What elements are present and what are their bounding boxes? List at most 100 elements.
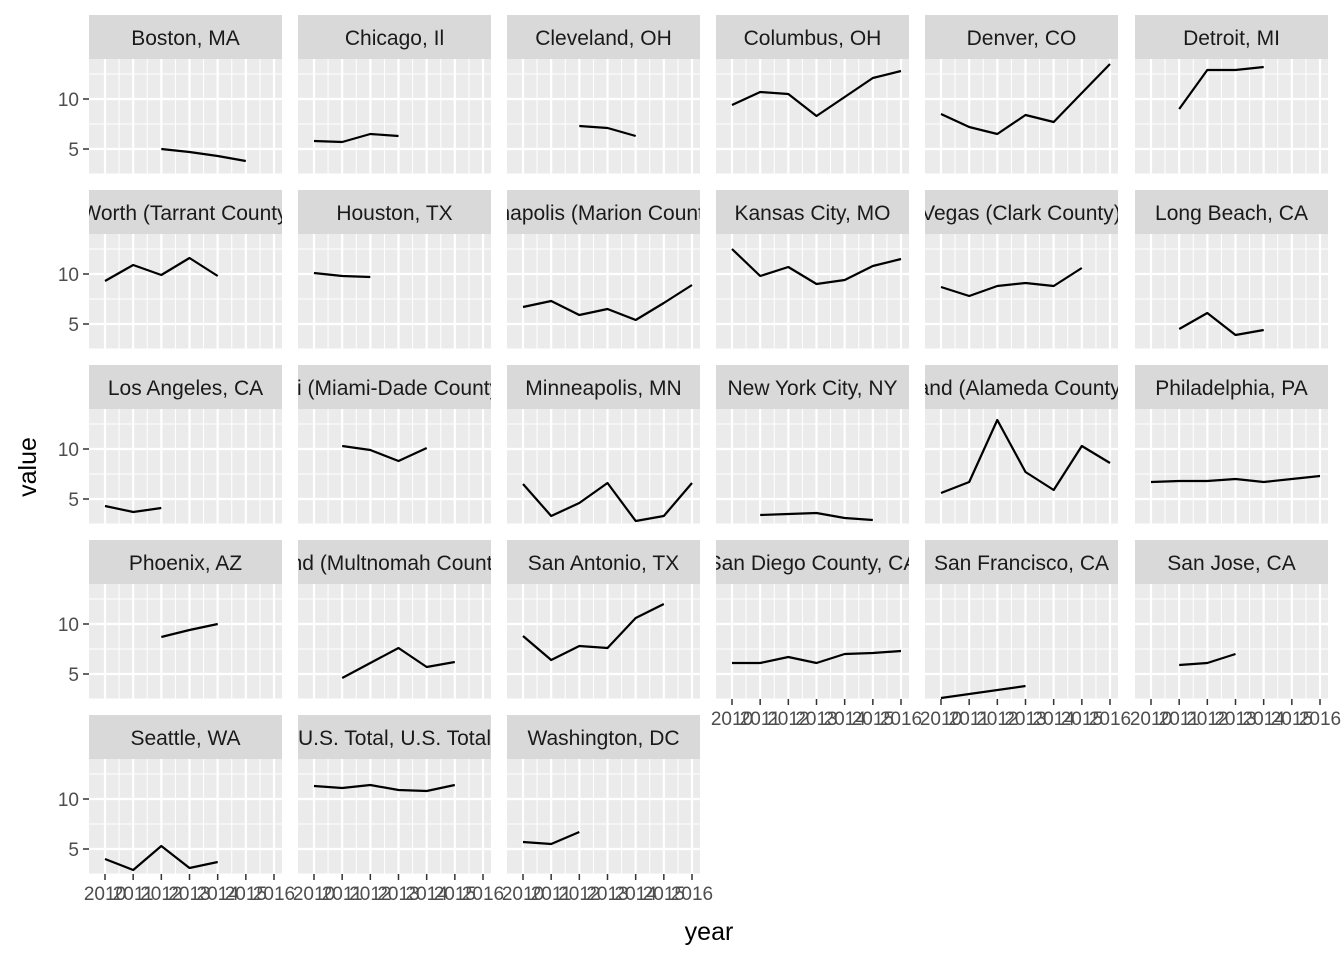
- facet-22: San Diego County, CA: [716, 540, 909, 700]
- series-line: [940, 267, 1083, 298]
- x-tick-label: 2013: [586, 884, 628, 905]
- facet-strip: [507, 715, 700, 759]
- facet-14: Miami (Miami-Dade County), FL: [298, 365, 491, 525]
- facet-panel: [507, 409, 700, 524]
- facet-5: Denver, CO: [925, 15, 1118, 175]
- x-tick-label: 2012: [349, 884, 391, 905]
- x-tick-label: 2016: [671, 884, 713, 905]
- facet-strip: [1135, 15, 1328, 59]
- facet-panel: [298, 584, 491, 699]
- facet-15: Minneapolis, MN: [507, 365, 700, 525]
- y-tick-label: 5: [68, 840, 79, 861]
- facet-1: Boston, MA 5 10: [58, 15, 282, 175]
- x-tick-label: 2016: [880, 709, 922, 730]
- facet-16: New York City, NY: [716, 365, 909, 525]
- facet-strip: [716, 15, 909, 59]
- facet-label: Cleveland, OH: [535, 27, 672, 50]
- facet-label: Las Vegas (Clark County), NV: [881, 202, 1161, 225]
- series-line: [522, 830, 580, 846]
- facet-strip: [298, 715, 491, 759]
- x-tick-label: 2015: [643, 884, 685, 905]
- x-tick-label: 2015: [852, 709, 894, 730]
- x-tick-label: 2012: [1186, 709, 1228, 730]
- facet-label: Columbus, OH: [744, 27, 882, 50]
- facet-label: Washington, DC: [527, 727, 679, 750]
- facet-strip: [507, 15, 700, 59]
- x-tick-label: 2011: [531, 884, 572, 905]
- facet-panel: [1135, 584, 1328, 699]
- facet-panel: [507, 234, 700, 349]
- facet-20: Portland (Multnomah County), OR: [236, 540, 553, 700]
- facet-13: Los Angeles, CA 5 10: [58, 365, 282, 525]
- x-tick-label: 2011: [949, 709, 990, 730]
- x-tick-label: 2011: [1159, 709, 1200, 730]
- series-line: [341, 646, 455, 679]
- facet-label: New York City, NY: [728, 377, 898, 400]
- series-line: [104, 844, 218, 872]
- series-line: [104, 256, 219, 282]
- facet-panel: [507, 59, 700, 174]
- facet-strip: [507, 365, 700, 409]
- facet-label: Denver, CO: [967, 27, 1077, 50]
- x-tick-label: 2012: [767, 709, 809, 730]
- x-tick-label: 2012: [976, 709, 1018, 730]
- facet-label: Philadelphia, PA: [1155, 377, 1308, 400]
- y-tick-label: 10: [58, 790, 79, 811]
- x-tick-label: 2014: [1243, 709, 1286, 730]
- x-tick-label: 2014: [615, 884, 658, 905]
- facet-label: San Francisco, CA: [934, 552, 1109, 575]
- x-tick-label: 2010: [711, 709, 753, 730]
- facet-24: San Jose, CA: [1135, 540, 1328, 700]
- x-tick-label: 2014: [197, 884, 240, 905]
- series-line: [940, 63, 1111, 136]
- series-line: [1178, 311, 1264, 337]
- facet-panel: [89, 234, 282, 349]
- facet-label: Long Beach, CA: [1155, 202, 1308, 225]
- series-line: [731, 248, 902, 286]
- facet-strip: [716, 365, 909, 409]
- series-line: [760, 511, 873, 522]
- facet-strip: [298, 15, 491, 59]
- x-tick-label: 2011: [113, 884, 154, 905]
- facet-21: San Antonio, TX: [507, 540, 700, 700]
- x-tick-label: 2015: [1061, 709, 1103, 730]
- x-tick-label: 2012: [140, 884, 182, 905]
- facet-26: U.S. Total, U.S. Total: [298, 715, 491, 875]
- facet-label: San Jose, CA: [1167, 552, 1295, 575]
- series-line: [1178, 65, 1264, 110]
- facet-17: Oakland (Alameda County), CA: [925, 365, 1118, 525]
- facet-label: Portland (Multnomah County), OR: [236, 552, 553, 575]
- facet-10: Kansas City, MO: [716, 190, 909, 350]
- x-tick-label: 2010: [84, 884, 126, 905]
- facet-strip: [925, 540, 1118, 584]
- x-tick-label: 2011: [740, 709, 781, 730]
- facet-label: Fort Worth (Tarrant County), TX: [38, 202, 332, 225]
- x-tick-label: 2010: [502, 884, 544, 905]
- x-tick-label: 2010: [1130, 709, 1172, 730]
- facet-panel: [89, 759, 282, 874]
- series-line: [161, 147, 246, 163]
- facet-19: Phoenix, AZ 5 10: [58, 540, 282, 700]
- facet-11: Las Vegas (Clark County), NV: [881, 190, 1161, 350]
- facet-panel: [1135, 409, 1328, 524]
- facet-label: Chicago, Il: [345, 27, 444, 50]
- facet-panels: Boston, MA 5 10 Chicago, Il Cleveland, OH Col…: [38, 15, 1328, 875]
- facet-strip: [716, 190, 909, 234]
- series-line: [313, 271, 371, 279]
- facet-27: Washington, DC: [507, 715, 700, 875]
- facet-23: San Francisco, CA: [925, 540, 1118, 700]
- series-line: [342, 444, 428, 463]
- series-line: [579, 124, 637, 138]
- facet-label: Los Angeles, CA: [108, 377, 263, 400]
- facet-panel: [716, 584, 909, 699]
- facet-label: Minneapolis, MN: [525, 377, 681, 400]
- series-line: [732, 649, 902, 665]
- facet-strip: [925, 365, 1118, 409]
- facet-strip: [298, 190, 491, 234]
- y-tick-label: 10: [58, 440, 79, 461]
- y-tick-label: 5: [68, 665, 79, 686]
- facet-panel: [89, 59, 282, 174]
- y-axis-title: value: [14, 437, 42, 497]
